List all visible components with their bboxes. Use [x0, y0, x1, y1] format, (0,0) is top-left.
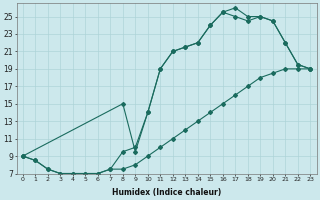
X-axis label: Humidex (Indice chaleur): Humidex (Indice chaleur)	[112, 188, 221, 197]
